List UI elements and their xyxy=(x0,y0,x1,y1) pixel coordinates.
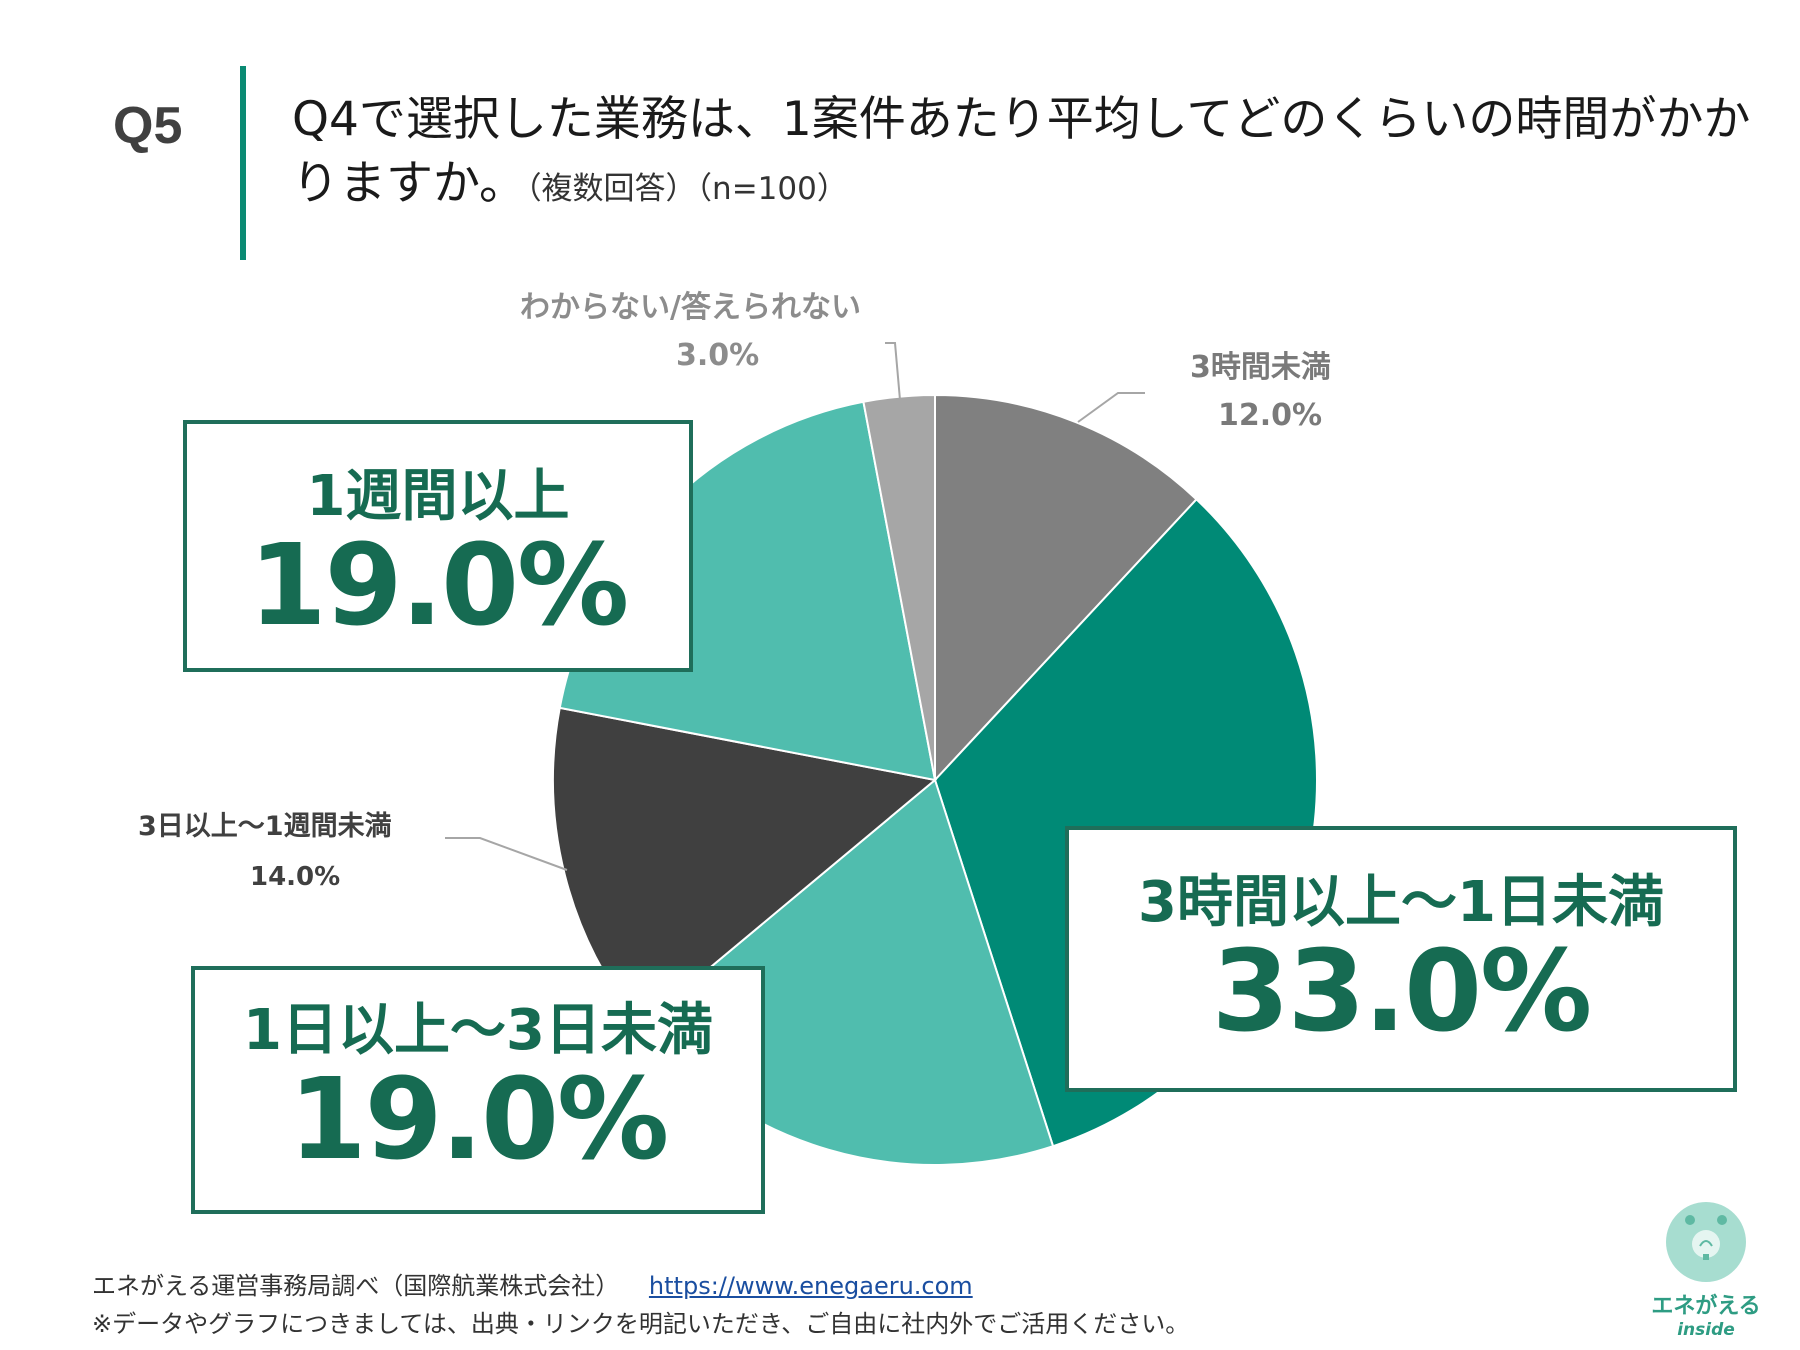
question-number: Q5 xyxy=(113,97,183,155)
enegaeru-logo: エネがえる inside xyxy=(1646,1202,1766,1340)
accent-divider xyxy=(240,66,246,260)
logo-mascot-icon xyxy=(1666,1202,1746,1282)
slice-under-3h xyxy=(934,393,1198,783)
label-3d-1w-category: 3日以上～1週間未満 xyxy=(138,811,392,842)
callout-1d-3d-value: 19.0% xyxy=(288,1055,670,1185)
disclaimer: ※データやグラフにつきましては、出典・リンクを明記いただき、ご自由に社内外でご活… xyxy=(92,1310,1190,1338)
label-under3h-category: 3時間未満 xyxy=(1190,350,1331,385)
source-text: エネがえる運営事務局調べ（国際航業株式会社） xyxy=(92,1272,620,1300)
callout-1d-3d: 1日以上～3日未満 19.0% xyxy=(191,966,765,1214)
callout-3h-1d-value: 33.0% xyxy=(1211,927,1593,1057)
label-unknown-value: 3.0% xyxy=(676,338,760,373)
label-unknown-category: わからない/答えられない xyxy=(520,290,861,325)
question-text: Q4で選択した業務は、1案件あたり平均してどのくらいの時間がかかりますか。（複数… xyxy=(292,88,1772,221)
logo-sub: inside xyxy=(1677,1320,1735,1340)
callout-1d-3d-category: 1日以上～3日未満 xyxy=(243,998,713,1063)
leader-line-unknown xyxy=(885,342,901,401)
logo-name: エネがえる xyxy=(1651,1294,1761,1319)
source-line: エネがえる運営事務局調べ（国際航業株式会社） https://www.enega… xyxy=(92,1266,973,1301)
callout-1week-plus: 1週間以上 19.0% xyxy=(183,420,693,672)
leader-line-under3h xyxy=(1077,392,1145,423)
source-link[interactable]: https://www.enegaeru.com xyxy=(648,1272,973,1300)
question-note: （複数回答）（n=100） xyxy=(526,171,848,207)
question-main: Q4で選択した業務は、1案件あたり平均してどのくらいの時間がかかりますか。 xyxy=(292,92,1751,211)
label-3d-1w-value: 14.0% xyxy=(250,862,341,892)
callout-1week-plus-value: 19.0% xyxy=(248,521,630,651)
label-under3h-value: 12.0% xyxy=(1218,398,1323,433)
leader-line-3d-1w xyxy=(445,837,568,871)
callout-3h-1d-category: 3時間以上～1日未満 xyxy=(1138,870,1664,935)
callout-1week-plus-category: 1週間以上 xyxy=(306,464,570,529)
callout-3h-1d: 3時間以上～1日未満 33.0% xyxy=(1065,826,1737,1092)
